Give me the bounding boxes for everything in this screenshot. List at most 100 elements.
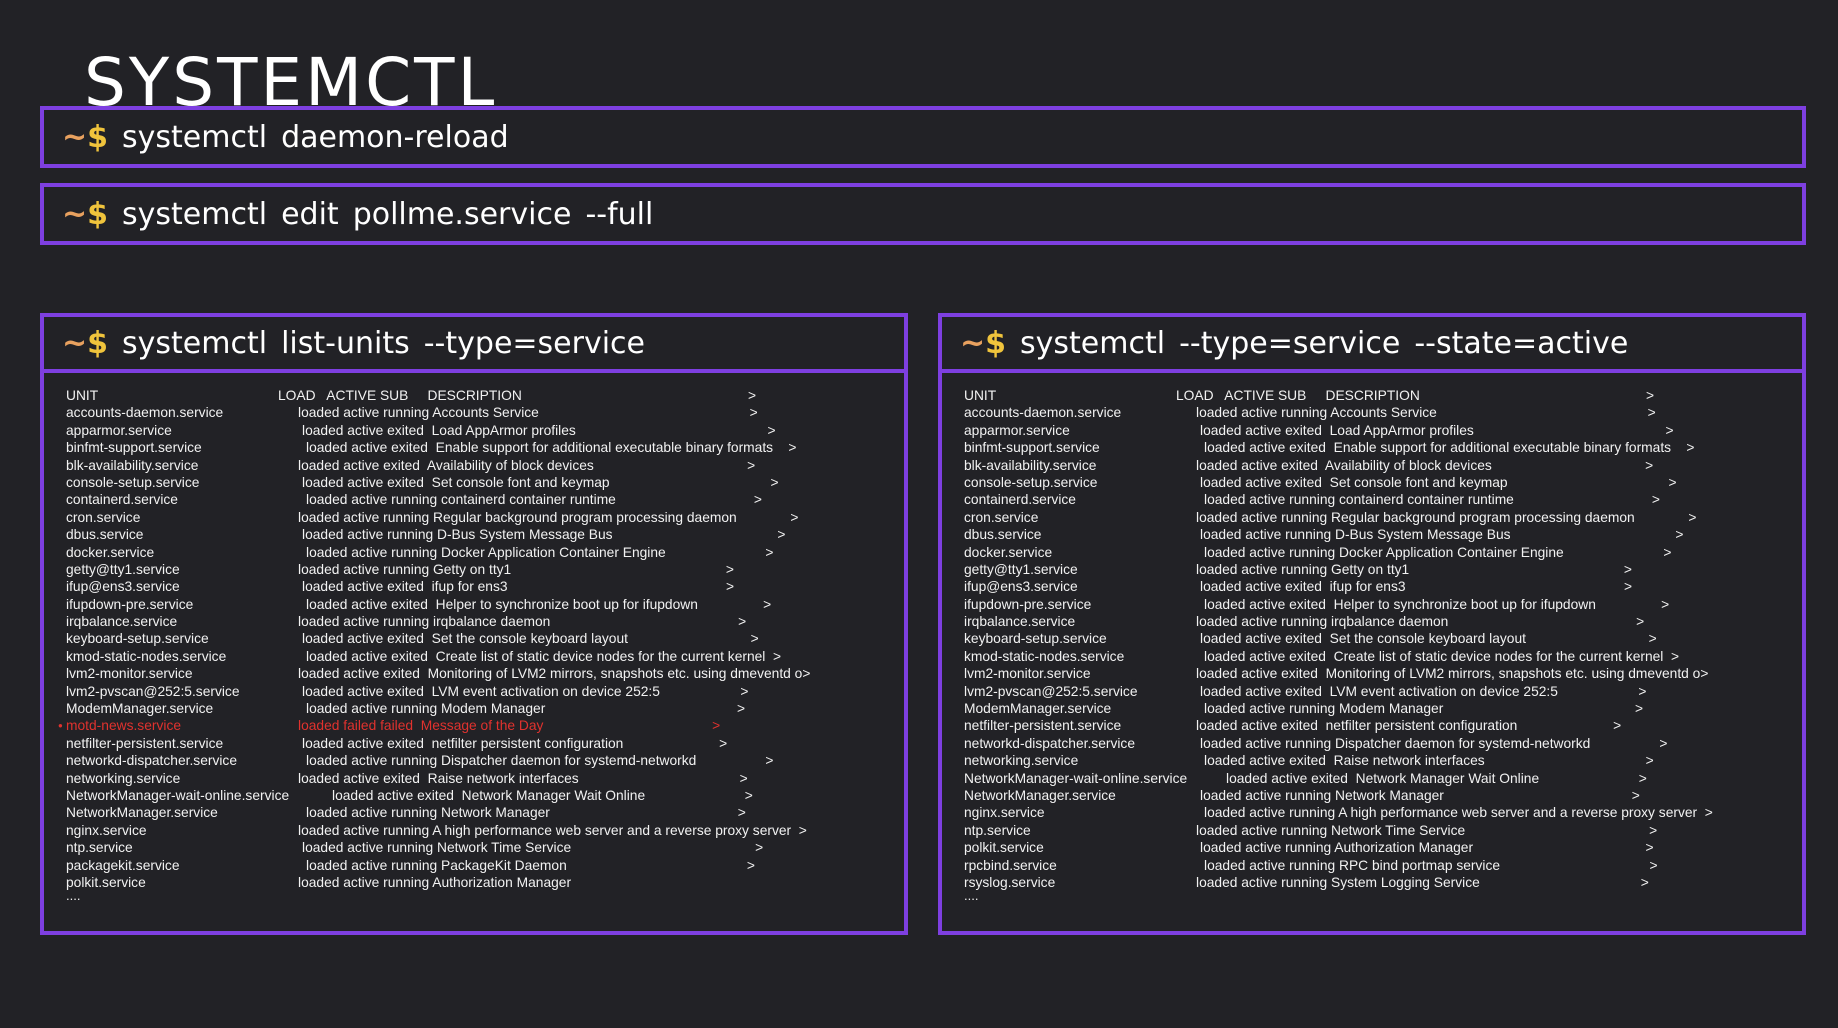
service-row: nginx.service loaded active running A hig… — [66, 822, 904, 839]
service-row: ifupdown-pre.service loaded active exited… — [66, 596, 904, 613]
unit-status: loaded active exited Load AppArmor profi… — [1200, 422, 1674, 438]
unit-status: loaded active running Dispatcher daemon … — [306, 753, 774, 769]
unit-name: nginx.service — [66, 822, 147, 838]
command-arg: edit — [281, 196, 339, 232]
unit-status: loaded active running PackageKit Daemon … — [306, 857, 755, 873]
unit-status: loaded active running A high performance… — [298, 822, 807, 838]
unit-status: loaded active exited Set the console key… — [1200, 631, 1657, 647]
command-daemon-reload: ~$ systemctl daemon-reload — [40, 106, 1806, 168]
failed-dot-icon: ● — [58, 721, 63, 731]
unit-status: loaded active exited ifup for ens3 > — [1200, 579, 1633, 595]
unit-status: loaded active running Network Manager > — [1200, 787, 1640, 803]
service-row: docker.service loaded active running Dock… — [66, 544, 904, 561]
unit-name: console-setup.service — [66, 474, 200, 490]
service-row: accounts-daemon.service loaded active run… — [66, 404, 904, 421]
service-row: ntp.service loaded active running Network… — [964, 822, 1802, 839]
list-units-panel: ~$ systemctl list-units --type=service U… — [40, 313, 908, 935]
unit-status: loaded active running Getty on tty1 > — [298, 561, 734, 577]
service-row: apparmor.service loaded active exited Loa… — [964, 422, 1802, 439]
unit-name: packagekit.service — [66, 857, 180, 873]
unit-status: loaded active running containerd contain… — [306, 492, 762, 508]
service-row: console-setup.service loaded active exite… — [66, 474, 904, 491]
unit-name: ntp.service — [964, 822, 1031, 838]
unit-status: loaded active exited Network Manager Wai… — [332, 787, 753, 803]
unit-status: loaded active exited Monitoring of LVM2 … — [1196, 666, 1709, 682]
service-row: NetworkManager.service loaded active runn… — [66, 804, 904, 821]
service-row: ModemManager.service loaded active runnin… — [964, 700, 1802, 717]
unit-name: apparmor.service — [964, 422, 1070, 438]
unit-status: loaded active running Network Manager > — [306, 805, 746, 821]
unit-name: containerd.service — [964, 492, 1076, 508]
prompt-symbol: ~$ — [960, 325, 1007, 361]
unit-name: blk-availability.service — [66, 457, 199, 473]
service-row: networking.service loaded active exited R… — [66, 770, 904, 787]
service-row: lvm2-pvscan@252:5.service loaded active e… — [66, 683, 904, 700]
command-arg: list-units — [281, 325, 410, 361]
unit-status: loaded active exited Create list of stat… — [1204, 648, 1680, 664]
unit-name: accounts-daemon.service — [66, 405, 224, 421]
unit-status: loaded active running Regular background… — [1196, 509, 1697, 525]
unit-status: loaded active running Dispatcher daemon … — [1200, 735, 1668, 751]
unit-name: netfilter-persistent.service — [66, 735, 224, 751]
command-flag: --type=service — [1179, 325, 1401, 361]
service-row: ifup@ens3.service loaded active exited if… — [66, 578, 904, 595]
unit-status: loaded active exited netfilter persisten… — [302, 735, 728, 751]
unit-status: loaded active running Modem Manager > — [1204, 701, 1644, 717]
service-row: console-setup.service loaded active exite… — [964, 474, 1802, 491]
unit-name: keyboard-setup.service — [66, 631, 209, 647]
unit-status: loaded active exited Load AppArmor profi… — [302, 422, 776, 438]
unit-status: loaded active running Network Time Servi… — [1196, 822, 1658, 838]
unit-name: ifupdown-pre.service — [66, 596, 194, 612]
unit-name: NetworkManager-wait-online.service — [964, 770, 1188, 786]
unit-status: loaded active running Accounts Service > — [298, 405, 758, 421]
service-row: irqbalance.service loaded active running … — [964, 613, 1802, 630]
unit-name: docker.service — [66, 544, 155, 560]
unit-name: docker.service — [964, 544, 1053, 560]
column-header-rest: LOAD ACTIVE SUB DESCRIPTION > — [278, 388, 757, 403]
unit-status: loaded active exited Helper to synchroni… — [306, 596, 772, 612]
service-row: lvm2-pvscan@252:5.service loaded active e… — [964, 683, 1802, 700]
unit-status: loaded active exited ifup for ens3 > — [302, 579, 735, 595]
unit-name: dbus.service — [66, 527, 144, 543]
unit-name: netfilter-persistent.service — [964, 718, 1122, 734]
unit-name: cron.service — [964, 509, 1039, 525]
unit-status: loaded active exited Create list of stat… — [306, 648, 782, 664]
service-row: dbus.service loaded active running D-Bus … — [964, 526, 1802, 543]
column-header-rest: LOAD ACTIVE SUB DESCRIPTION > — [1176, 388, 1655, 403]
command-flag: --state=active — [1414, 325, 1629, 361]
service-row: polkit.service loaded active running Auth… — [964, 839, 1802, 856]
unit-name: ModemManager.service — [66, 701, 214, 717]
terminal-output: UNIT LOAD ACTIVE SUB DESCRIPTION > account… — [44, 373, 904, 908]
service-row: containerd.service loaded active running … — [964, 491, 1802, 508]
unit-status: loaded active exited Network Manager Wai… — [1226, 770, 1647, 786]
unit-status: loaded active running A high performance… — [1204, 805, 1713, 821]
service-row: rsyslog.service loaded active running Sys… — [964, 874, 1802, 891]
unit-status: loaded active running Docker Application… — [306, 544, 774, 560]
command-word: systemctl — [122, 325, 268, 361]
unit-name: getty@tty1.service — [66, 561, 180, 577]
failed-service-row: ● motd-news.service loaded failed failed M… — [58, 717, 904, 734]
unit-name: console-setup.service — [964, 474, 1098, 490]
unit-name: NetworkManager-wait-online.service — [66, 787, 290, 803]
service-row: keyboard-setup.service loaded active exit… — [964, 630, 1802, 647]
service-row: lvm2-monitor.service loaded active exited… — [66, 665, 904, 682]
unit-status: loaded active exited Availability of blo… — [1196, 457, 1654, 473]
service-row: cron.service loaded active running Regula… — [66, 509, 904, 526]
unit-status: loaded active running Modem Manager > — [306, 701, 746, 717]
command-arg: pollme.service — [352, 196, 572, 232]
unit-name: motd-news.service — [66, 718, 182, 734]
unit-name: keyboard-setup.service — [964, 631, 1107, 647]
service-row: NetworkManager-wait-online.service loaded… — [964, 770, 1802, 787]
service-row: NetworkManager.service loaded active runn… — [964, 787, 1802, 804]
unit-status: loaded active running containerd contain… — [1204, 492, 1660, 508]
service-row: netfilter-persistent.service loaded activ… — [66, 735, 904, 752]
unit-status: loaded active exited Helper to synchroni… — [1204, 596, 1670, 612]
service-row: ModemManager.service loaded active runnin… — [66, 700, 904, 717]
unit-status: loaded active running Authorization Mana… — [1200, 840, 1654, 856]
active-services-panel: ~$ systemctl --type=service --state=acti… — [938, 313, 1806, 935]
output-header-row: UNIT LOAD ACTIVE SUB DESCRIPTION > — [66, 387, 904, 404]
unit-name: cron.service — [66, 509, 141, 525]
service-row: docker.service loaded active running Dock… — [964, 544, 1802, 561]
active-services-command: ~$ systemctl --type=service --state=acti… — [942, 317, 1802, 373]
list-units-command: ~$ systemctl list-units --type=service — [44, 317, 904, 373]
